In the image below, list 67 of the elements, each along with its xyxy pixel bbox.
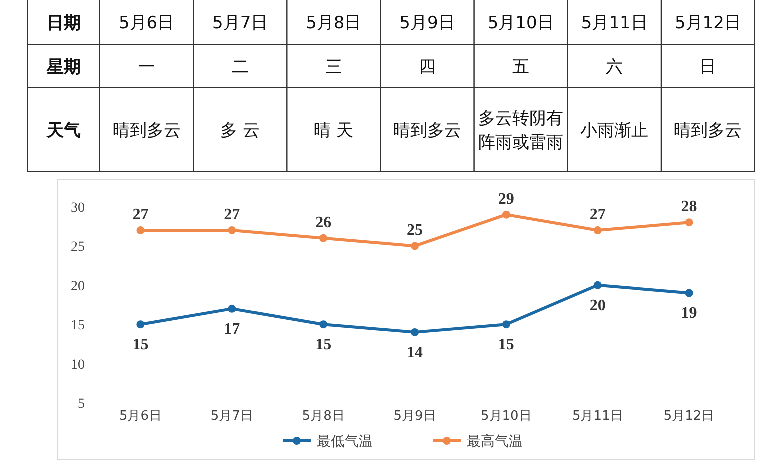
legend-label: 最低气温 [317,434,373,450]
data-label: 27 [590,206,606,224]
x-tick-label: 5月10日 [481,409,532,424]
data-label: 27 [132,206,149,224]
point [136,226,145,235]
text: 天气 [46,121,81,141]
point [228,304,236,313]
point [411,242,419,250]
text: 5月10日 [488,14,554,34]
y-tick-label: 20 [71,279,85,294]
text: 晴到多云 [394,121,462,141]
point [320,234,328,242]
x-tick-label: 5月7日 [210,409,254,424]
point [594,281,602,290]
text: 晴 天 [314,121,354,141]
data-label: 14 [407,344,423,362]
data-label: 20 [590,297,606,314]
point [411,328,419,336]
point [685,289,694,298]
x-tick-label: 5月8日 [302,409,345,424]
text: 5月11日 [581,14,648,34]
text: 5月12日 [674,14,742,34]
text: 星期 [46,58,81,78]
point [502,210,510,219]
y-tick-label: 30 [71,201,85,216]
point [594,226,602,235]
y-tick-label: 25 [71,240,85,256]
text: 5月6日 [118,14,175,34]
text: 一 [138,58,156,78]
data-label: 15 [316,336,332,354]
point [502,320,510,329]
text: 5月8日 [306,14,362,34]
text: 日 [700,58,717,78]
data-label: 15 [498,336,514,354]
text: 日期 [47,14,81,34]
point [228,226,236,235]
x-tick-label: 5月6日 [119,409,162,424]
text: 5月7日 [212,14,268,34]
text: 晴到多云 [112,121,181,141]
data-label: 17 [224,320,240,338]
data-label: 28 [681,198,698,216]
data-label: 27 [224,206,240,224]
data-label: 19 [681,305,698,322]
text: 三 [325,58,342,78]
x-tick-label: 5月12日 [664,409,715,424]
text: 多云转阴有阵雨或雷雨 [478,109,564,153]
point [136,320,145,329]
point [685,218,694,227]
point [320,320,328,329]
text: 小雨渐止 [580,121,649,141]
text: 多 云 [220,121,260,141]
legend-label: 最高气温 [467,434,523,450]
text: 二 [232,58,249,78]
data-label: 26 [316,214,332,232]
data-label: 25 [407,222,423,240]
text: 四 [419,58,436,78]
y-tick-label: 15 [71,318,85,334]
x-tick-label: 5月9日 [394,409,436,424]
y-tick-label: 10 [71,358,85,373]
text: 五 [512,58,530,78]
x-tick-label: 5月11日 [572,409,624,424]
text: 5月9日 [400,14,456,34]
text: 六 [606,58,624,78]
data-label: 29 [498,190,514,208]
y-tick-label: 5 [78,397,85,412]
text: 晴到多云 [674,121,742,141]
data-label: 15 [132,336,149,354]
